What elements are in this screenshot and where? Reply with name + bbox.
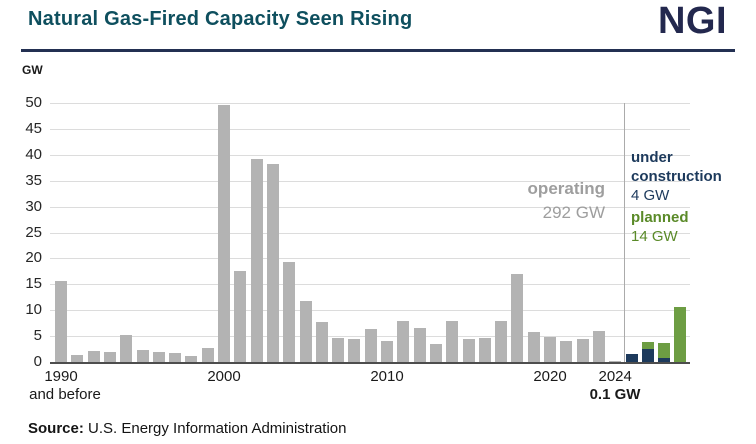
source-prefix: Source: [28,420,84,437]
bar-operating-2011 [397,321,410,362]
bar-operating-1996 [152,352,165,362]
operating-annotation-label: operating [527,179,605,198]
bar-operating-1992 [87,351,100,362]
bar-operating-2017 [495,320,508,362]
bar-operating-2012 [413,327,426,362]
bar-operating-2003 [266,164,279,362]
x-axis-note-0-1-gw: 0.1 GW [589,386,641,403]
y-tick-label-0: 0 [33,353,42,370]
bar-operating-1997 [169,353,182,362]
under-construction-label-line1: under [631,149,673,166]
bar-operating-2022 [576,338,589,362]
bar-under-construction-future-2 [641,349,654,362]
gridline-20 [50,258,690,260]
bar-operating-2023 [592,331,605,362]
bar-operating-1991 [71,354,84,362]
operating-annotation: operating 292 GW [528,177,605,225]
under-construction-value: 4 GW [631,187,670,204]
y-tick-label-10: 10 [25,301,42,319]
y-tick-label-50: 50 [25,94,42,111]
bar-operating-2018 [511,274,524,362]
bar-operating-2021 [560,341,573,362]
bar-operating-2024 [609,361,622,362]
bar-operating-2002 [250,159,263,362]
y-tick-label-35: 35 [25,171,42,189]
gridline-15 [50,284,690,286]
y-tick-label-25: 25 [25,223,42,241]
bar-operating-2010 [381,340,393,362]
bar-operating-2000 [218,105,230,362]
x-tick-label-2024: 2024 [598,368,632,385]
bar-operating-2020 [544,337,556,362]
bar-operating-2009 [364,329,377,362]
bar-operating-1999 [201,348,214,362]
bar-operating-2015 [462,338,475,362]
y-tick-label-40: 40 [25,145,42,163]
ngi-logo: NGI [657,0,727,42]
x-tick-label-1990: 1990 [44,368,78,385]
y-tick-label-5: 5 [33,327,42,345]
under-construction-label-line2: construction [631,168,722,185]
gridline-35 [50,180,690,182]
bar-planned-future-3 [658,343,671,358]
plot-area [50,103,690,364]
gridline-50 [50,103,690,104]
future-capacity-legend: under construction 4 GW planned 14 GW [631,148,722,246]
gridline-45 [50,128,690,130]
x-tick-label-2010: 2010 [370,368,404,385]
bar-planned-future-4 [674,306,687,362]
y-tick-label-45: 45 [25,119,42,137]
bar-operating-2019 [527,331,540,362]
planned-label: planned [631,209,689,226]
bar-operating-2006 [315,321,328,362]
operating-annotation-value: 292 GW [542,203,605,222]
gridline-30 [50,206,690,208]
y-tick-label-20: 20 [25,249,42,267]
bar-operating-2008 [348,339,361,362]
bar-planned-future-2 [641,342,654,350]
x-axis-note-and-before: and before [29,386,101,403]
bar-operating-1998 [185,356,198,362]
source-line: Source: U.S. Energy Information Administ… [28,420,346,437]
bar-under-construction-future-1 [625,354,638,362]
y-tick-label-30: 30 [25,197,42,215]
source-text: U.S. Energy Information Administration [83,420,347,437]
bar-operating-2014 [446,321,459,362]
bar-operating-2013 [429,344,442,362]
bar-operating-1993 [103,352,116,362]
y-axis-unit-label: GW [22,63,43,77]
bar-operating-2005 [299,300,312,362]
gridline-10 [50,310,690,312]
bar-operating-1994 [120,335,133,362]
bar-under-construction-future-3 [658,357,671,362]
bar-operating-2001 [234,271,247,362]
gridline-25 [50,232,690,234]
page-title: Natural Gas-Fired Capacity Seen Rising [28,8,413,30]
bar-operating-1990 and before [55,281,67,362]
bar-operating-2007 [332,338,345,362]
x-tick-label-2020: 2020 [533,368,567,385]
bar-operating-1995 [136,350,149,362]
planned-value: 14 GW [631,228,678,245]
history-future-separator [624,103,626,362]
bar-operating-2004 [283,261,296,362]
header-rule [21,49,735,52]
gridline-40 [50,154,690,156]
bar-operating-2016 [478,337,491,362]
x-tick-label-2000: 2000 [207,368,241,385]
y-tick-label-15: 15 [25,275,42,293]
